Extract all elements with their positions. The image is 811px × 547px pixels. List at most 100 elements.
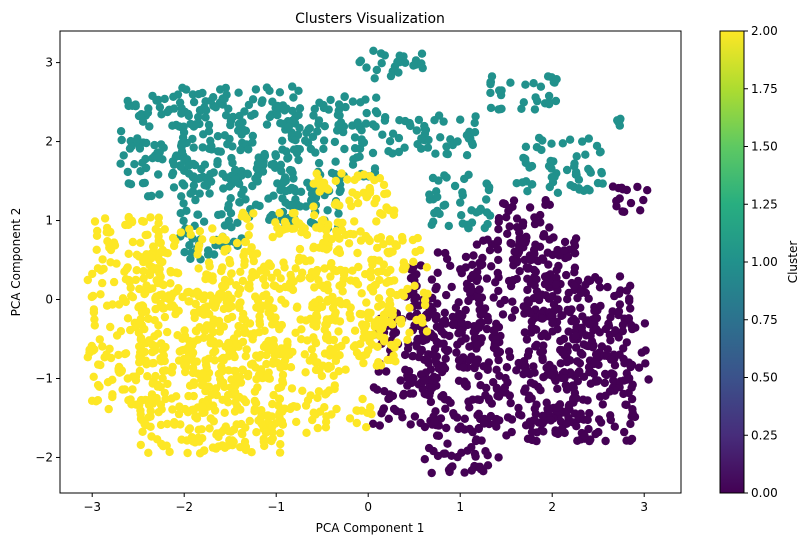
point-cluster-0 bbox=[531, 240, 540, 249]
point-cluster-2 bbox=[144, 413, 153, 422]
point-cluster-0 bbox=[569, 383, 578, 393]
point-cluster-1 bbox=[336, 185, 345, 195]
point-cluster-1 bbox=[206, 136, 215, 145]
plot-frame bbox=[59, 30, 682, 494]
point-cluster-1 bbox=[348, 160, 358, 169]
point-cluster-1 bbox=[369, 46, 378, 55]
point-cluster-0 bbox=[584, 363, 594, 372]
point-cluster-1 bbox=[424, 135, 433, 145]
chart-title: Clusters Visualization bbox=[295, 11, 445, 27]
point-cluster-0 bbox=[595, 283, 605, 292]
point-cluster-2 bbox=[128, 237, 138, 247]
point-cluster-2 bbox=[295, 219, 304, 228]
point-cluster-2 bbox=[341, 365, 350, 374]
point-cluster-0 bbox=[384, 414, 393, 423]
point-cluster-0 bbox=[552, 403, 562, 412]
point-cluster-2 bbox=[160, 312, 170, 322]
x-tick-label: −1 bbox=[267, 500, 285, 514]
point-cluster-0 bbox=[493, 268, 502, 278]
point-cluster-1 bbox=[237, 130, 246, 139]
point-cluster-2 bbox=[285, 350, 294, 359]
point-cluster-1 bbox=[193, 210, 202, 219]
point-cluster-2 bbox=[151, 304, 160, 314]
point-cluster-2 bbox=[419, 288, 429, 297]
point-cluster-0 bbox=[603, 345, 612, 354]
point-cluster-2 bbox=[379, 240, 388, 249]
point-cluster-0 bbox=[464, 397, 473, 406]
point-cluster-0 bbox=[428, 350, 437, 359]
point-cluster-1 bbox=[288, 200, 297, 209]
point-cluster-2 bbox=[171, 309, 180, 319]
point-cluster-0 bbox=[583, 396, 592, 405]
point-cluster-2 bbox=[332, 404, 341, 414]
point-cluster-0 bbox=[404, 374, 413, 383]
point-cluster-1 bbox=[551, 96, 561, 106]
point-cluster-2 bbox=[135, 319, 144, 329]
point-cluster-0 bbox=[493, 236, 503, 245]
point-cluster-2 bbox=[309, 320, 318, 329]
point-cluster-1 bbox=[131, 100, 140, 109]
point-cluster-0 bbox=[421, 335, 430, 344]
point-cluster-2 bbox=[99, 264, 108, 274]
point-cluster-1 bbox=[295, 104, 305, 113]
point-cluster-2 bbox=[198, 235, 207, 244]
point-cluster-0 bbox=[431, 407, 440, 416]
point-cluster-2 bbox=[268, 399, 277, 409]
point-cluster-1 bbox=[116, 127, 126, 136]
colorbar-tick-label: 1.50 bbox=[751, 140, 778, 154]
point-cluster-0 bbox=[474, 371, 483, 381]
point-cluster-2 bbox=[112, 331, 122, 340]
point-cluster-1 bbox=[485, 211, 495, 220]
colorbar-tick-label: 0.00 bbox=[751, 486, 778, 500]
point-cluster-1 bbox=[585, 166, 595, 176]
point-cluster-1 bbox=[289, 145, 299, 154]
point-cluster-2 bbox=[326, 315, 335, 325]
point-cluster-2 bbox=[150, 265, 159, 274]
point-cluster-2 bbox=[373, 234, 382, 243]
point-cluster-2 bbox=[194, 264, 203, 273]
point-cluster-2 bbox=[150, 316, 159, 325]
point-cluster-1 bbox=[456, 115, 465, 124]
point-cluster-2 bbox=[199, 446, 209, 455]
point-cluster-2 bbox=[271, 313, 280, 322]
point-cluster-1 bbox=[216, 147, 225, 156]
point-cluster-2 bbox=[344, 239, 354, 248]
point-cluster-0 bbox=[409, 272, 419, 282]
point-cluster-1 bbox=[206, 177, 216, 186]
point-cluster-1 bbox=[176, 209, 185, 218]
point-cluster-1 bbox=[552, 75, 561, 84]
point-cluster-0 bbox=[531, 342, 540, 351]
point-cluster-2 bbox=[96, 360, 105, 370]
point-cluster-0 bbox=[379, 404, 389, 413]
point-cluster-2 bbox=[275, 208, 284, 218]
point-cluster-0 bbox=[494, 225, 503, 234]
point-cluster-2 bbox=[157, 339, 166, 348]
point-cluster-1 bbox=[495, 86, 504, 95]
point-cluster-0 bbox=[400, 350, 410, 360]
point-cluster-0 bbox=[441, 354, 450, 363]
point-cluster-0 bbox=[527, 427, 537, 437]
point-cluster-2 bbox=[291, 328, 300, 337]
x-axis: −3 −2 −1 0 1 2 3 bbox=[83, 493, 648, 514]
point-cluster-2 bbox=[363, 346, 373, 355]
point-cluster-1 bbox=[117, 135, 126, 145]
point-cluster-0 bbox=[563, 342, 573, 351]
point-cluster-2 bbox=[188, 368, 198, 378]
point-cluster-2 bbox=[123, 314, 133, 323]
point-cluster-1 bbox=[443, 149, 452, 159]
point-cluster-2 bbox=[144, 448, 153, 457]
point-cluster-0 bbox=[420, 422, 430, 432]
point-cluster-1 bbox=[497, 104, 506, 114]
point-cluster-2 bbox=[326, 272, 335, 281]
point-cluster-2 bbox=[375, 331, 385, 341]
point-cluster-2 bbox=[277, 295, 286, 304]
point-cluster-1 bbox=[597, 169, 606, 178]
point-cluster-0 bbox=[641, 359, 650, 368]
point-cluster-1 bbox=[527, 180, 536, 189]
point-cluster-2 bbox=[389, 356, 399, 365]
point-cluster-2 bbox=[141, 288, 150, 298]
point-cluster-0 bbox=[494, 453, 503, 462]
point-cluster-1 bbox=[278, 136, 287, 145]
point-cluster-0 bbox=[541, 291, 550, 300]
point-cluster-0 bbox=[406, 389, 415, 398]
